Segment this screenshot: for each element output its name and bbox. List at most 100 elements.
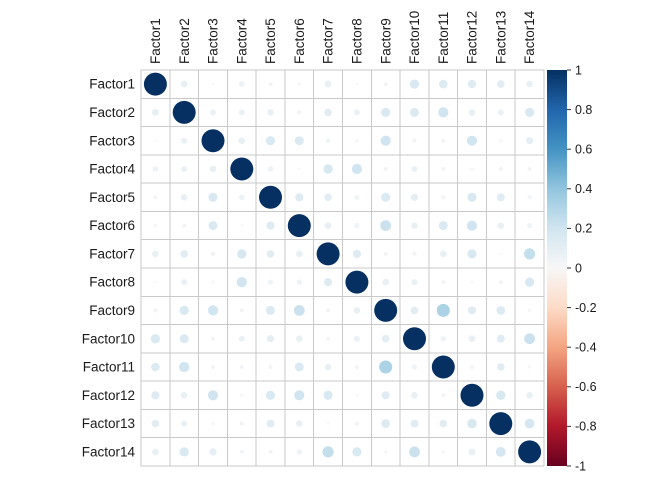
grid: [140, 69, 545, 467]
corr-dot: [239, 421, 244, 426]
corr-dot: [239, 449, 244, 454]
colorbar-tick-label: -0.6: [575, 380, 597, 394]
corr-dot: [381, 192, 391, 202]
colorbar-ticks: [567, 69, 571, 467]
corr-dot: [381, 107, 391, 117]
corr-dot: [409, 79, 420, 89]
corr-dot: [410, 419, 419, 428]
corr-dot: [466, 135, 478, 146]
corr-dot: [237, 249, 247, 259]
corr-dot: [153, 195, 158, 200]
colorbar-tick-label: -0.8: [575, 420, 597, 434]
column-label: Factor7: [321, 18, 336, 64]
corr-dot: [381, 391, 390, 400]
corr-dot: [179, 334, 189, 344]
corr-dot: [210, 109, 216, 116]
diagonal-dot: [460, 383, 484, 407]
colorbar-tick-label: 0.4: [575, 182, 592, 196]
corr-dot: [380, 220, 392, 232]
corr-dot: [410, 193, 419, 201]
corr-dot: [470, 167, 474, 171]
corr-dot: [496, 334, 505, 343]
corr-dot: [353, 335, 360, 342]
row-label: Factor8: [89, 275, 135, 290]
corr-dot: [496, 306, 506, 315]
corr-dot: [154, 280, 157, 284]
corr-dot: [239, 81, 245, 87]
column-label: Factor12: [465, 11, 480, 64]
corr-dot: [181, 137, 188, 144]
corr-dot: [208, 192, 218, 202]
row-label: Factor10: [82, 331, 135, 346]
colorbar-tick-label: 0.2: [575, 222, 592, 236]
diagonal-dot: [230, 157, 254, 181]
column-label: Factor1: [148, 18, 163, 64]
corr-dot: [153, 224, 157, 228]
corr-dot: [441, 138, 446, 143]
corr-dot: [324, 222, 332, 229]
corr-dot: [439, 419, 448, 428]
corr-dot: [266, 221, 275, 230]
corr-dot: [411, 392, 418, 399]
corr-dot: [524, 248, 536, 260]
row-label: Factor1: [89, 77, 135, 92]
corr-dot: [383, 167, 388, 171]
row-label: Factor6: [89, 218, 135, 233]
corr-dot: [438, 221, 448, 231]
corr-dot: [524, 333, 535, 345]
corr-dot: [497, 109, 504, 116]
corr-dot: [239, 365, 244, 369]
corr-dot: [468, 109, 476, 116]
corr-dot: [498, 167, 503, 171]
corr-dot: [151, 362, 160, 372]
colorbar: [547, 70, 567, 466]
diagonal-dot: [489, 412, 513, 436]
corr-dot: [210, 251, 216, 257]
corr-dot: [354, 365, 359, 369]
corr-dot: [440, 336, 446, 342]
corr-dot: [352, 447, 362, 457]
corr-dot: [527, 167, 532, 171]
diagonal-dot: [287, 214, 311, 238]
diagonal-dot: [431, 355, 455, 379]
corr-dot: [153, 308, 158, 313]
diagonal-dot: [259, 185, 282, 209]
corr-dot: [152, 250, 159, 258]
colorbar-tick-label: -0.2: [575, 301, 597, 315]
corr-dot: [526, 137, 534, 145]
row-label: Factor3: [89, 133, 135, 148]
corr-dot: [209, 165, 217, 173]
corr-dot: [267, 109, 274, 116]
corr-dot: [495, 447, 506, 457]
corr-dot: [265, 390, 276, 400]
corr-dot: [411, 279, 418, 286]
corr-dot: [354, 194, 360, 200]
corr-dot: [296, 335, 303, 343]
corr-dot: [211, 365, 215, 369]
corr-dot: [266, 250, 275, 258]
corr-dot: [467, 192, 477, 202]
corr-dot: [409, 446, 420, 458]
corr-dot: [525, 107, 535, 117]
corr-dot: [180, 80, 188, 88]
corr-dot: [528, 365, 532, 369]
corr-dot: [323, 164, 333, 174]
corr-dot: [470, 365, 474, 369]
corr-dot: [152, 166, 159, 172]
column-label: Factor6: [292, 18, 307, 64]
row-labels: Factor1 Factor2 Factor3 Factor4 Factor5 Facto…: [82, 77, 136, 460]
corr-dot: [238, 335, 245, 342]
diagonal-dot: [316, 242, 340, 266]
corr-dot: [527, 195, 532, 200]
diagonal-dot: [345, 270, 369, 294]
corr-dot: [383, 82, 388, 87]
column-labels: Factor1 Factor2 Factor3 Factor4 Factor5 Facto…: [148, 10, 537, 64]
corr-dot: [467, 80, 477, 89]
colorbar-tick-label: 0: [575, 261, 582, 275]
corr-dot: [150, 334, 160, 344]
corr-dot: [380, 135, 391, 146]
corr-dot: [297, 82, 301, 86]
corr-dot: [154, 139, 157, 142]
corr-dot: [151, 391, 160, 400]
diagonal-dot: [374, 298, 398, 322]
